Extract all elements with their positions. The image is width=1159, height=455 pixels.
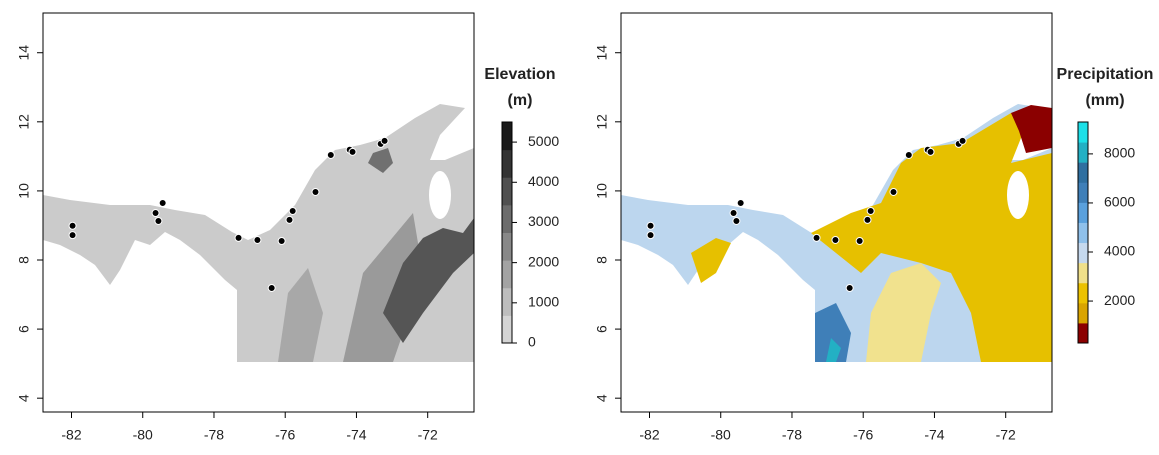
- x-tick-label: -82: [61, 427, 81, 443]
- site-point: [733, 217, 740, 224]
- site-point: [730, 210, 737, 217]
- colorbar-band: [502, 260, 512, 288]
- site-point: [381, 137, 388, 144]
- x-tick-label: -72: [996, 427, 1016, 443]
- y-tick-label: 14: [594, 45, 610, 61]
- site-point: [327, 151, 334, 158]
- map-panel: -82 -80 -78 -76 -74 -72 4 6 8 10 12 14 0 1000 2000 3000…: [16, 13, 560, 443]
- site-point: [289, 207, 296, 214]
- colorbar-band: [1078, 182, 1088, 203]
- colorbar-band: [1078, 122, 1088, 143]
- y-tick-label: 6: [594, 325, 610, 333]
- site-point: [905, 151, 912, 158]
- colorbar-tick-label: 3000: [528, 213, 559, 229]
- site-point: [254, 236, 261, 243]
- site-point: [155, 217, 162, 224]
- site-point: [69, 222, 76, 229]
- colorbar-band: [1078, 263, 1088, 284]
- colorbar-tick-label: 6000: [1104, 194, 1135, 210]
- site-point: [737, 200, 744, 207]
- colorbar-band: [1078, 283, 1088, 304]
- colorbar-band: [502, 177, 512, 205]
- site-point: [890, 188, 897, 195]
- site-point: [235, 234, 242, 241]
- colorbar-tick-label: 4000: [528, 173, 559, 189]
- colorbar-band: [1078, 323, 1088, 344]
- colorbar-band: [502, 315, 512, 343]
- site-point: [959, 137, 966, 144]
- y-tick-label: 14: [16, 45, 32, 61]
- colorbar-band: [1078, 162, 1088, 183]
- x-tick-label: -80: [711, 427, 731, 443]
- colorbar-tick-label: 8000: [1104, 145, 1135, 161]
- y-tick-label: 12: [594, 114, 610, 130]
- colorbar-band: [1078, 202, 1088, 223]
- y-tick-label: 12: [16, 114, 32, 130]
- figure: -82 -80 -78 -76 -74 -72 4 6 8 10 12 14 0 1000 2000 3000…: [0, 0, 1159, 455]
- site-point: [268, 284, 275, 291]
- site-point: [647, 222, 654, 229]
- y-tick-label: 4: [16, 394, 32, 402]
- x-tick-label: -80: [133, 427, 153, 443]
- site-point: [864, 216, 871, 223]
- site-point: [846, 284, 853, 291]
- colorbar-title: (m): [508, 92, 533, 109]
- colorbar-title: (mm): [1085, 92, 1124, 109]
- site-point: [278, 238, 285, 245]
- site-point: [312, 188, 319, 195]
- site-point: [832, 236, 839, 243]
- y-tick-label: 6: [16, 325, 32, 333]
- y-tick-label: 8: [16, 256, 32, 264]
- colorbar-band: [502, 122, 512, 150]
- site-point: [159, 200, 166, 207]
- colorbar-tick-label: 0: [528, 334, 536, 350]
- colorbar-band: [502, 150, 512, 178]
- colorbar-tick-label: 2000: [1104, 292, 1135, 308]
- x-tick-label: -78: [204, 427, 224, 443]
- site-point: [927, 148, 934, 155]
- site-point: [69, 232, 76, 239]
- raster: [43, 104, 474, 362]
- site-point: [152, 210, 159, 217]
- y-tick-label: 4: [594, 394, 610, 402]
- colorbar-title: Elevation: [484, 66, 555, 83]
- site-point: [867, 207, 874, 214]
- colorbar-band: [502, 233, 512, 261]
- x-tick-label: -76: [853, 427, 873, 443]
- colorbar-band: [1078, 303, 1088, 324]
- site-point: [856, 238, 863, 245]
- colorbar-tick-label: 2000: [528, 253, 559, 269]
- x-tick-label: -78: [782, 427, 802, 443]
- site-point: [286, 216, 293, 223]
- site-point: [647, 232, 654, 239]
- colorbar-band: [1078, 243, 1088, 264]
- x-tick-label: -82: [639, 427, 659, 443]
- colorbar-tick-label: 5000: [528, 133, 559, 149]
- site-point: [349, 148, 356, 155]
- y-tick-label: 10: [16, 183, 32, 199]
- colorbar-title: Precipitation: [1057, 66, 1154, 83]
- x-tick-label: -74: [346, 427, 366, 443]
- x-tick-label: -74: [924, 427, 944, 443]
- lake: [429, 171, 451, 219]
- colorbar-band: [502, 288, 512, 316]
- map-panel: -82 -80 -78 -76 -74 -72 4 6 8 10 12 14 2000 4000 6000 8…: [594, 13, 1154, 443]
- colorbar-band: [1078, 142, 1088, 163]
- colorbar-tick-label: 1000: [528, 294, 559, 310]
- site-point: [813, 234, 820, 241]
- y-tick-label: 8: [594, 256, 610, 264]
- lake: [1007, 171, 1029, 219]
- y-tick-label: 10: [594, 183, 610, 199]
- x-tick-label: -72: [418, 427, 438, 443]
- colorbar-band: [502, 205, 512, 233]
- x-tick-label: -76: [275, 427, 295, 443]
- colorbar-tick-label: 4000: [1104, 243, 1135, 259]
- raster: [621, 104, 1052, 362]
- colorbar-band: [1078, 222, 1088, 243]
